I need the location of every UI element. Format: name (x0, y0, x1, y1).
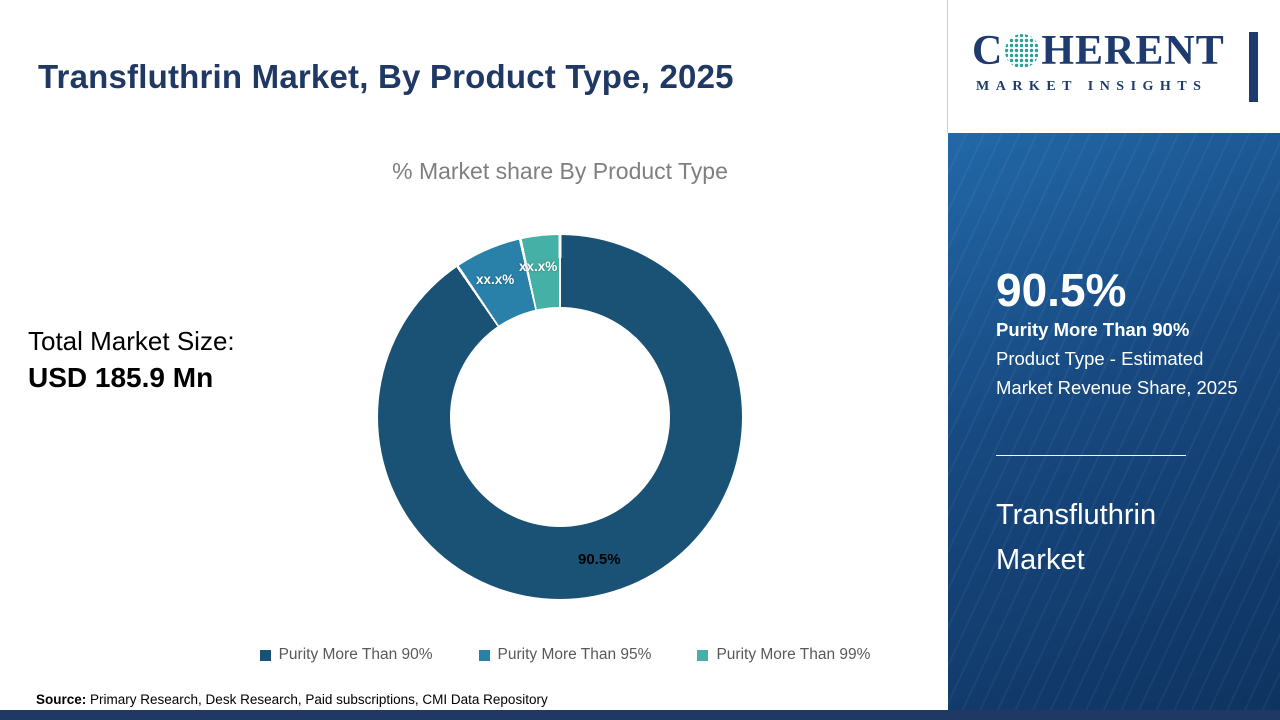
sidebar-market-name: Transfluthrin Market (996, 499, 1157, 576)
legend-label-purity-90: Purity More Than 90% (278, 646, 433, 663)
sidebar-panel: 90.5% Purity More Than 90% Product Type … (948, 133, 1280, 710)
sidebar-stat-desc: Purity More Than 90% Product Type - Esti… (996, 315, 1248, 402)
chart-legend: Purity More Than 90% Purity More Than 95… (0, 646, 1130, 664)
legend-label-purity-95: Purity More Than 95% (497, 646, 652, 663)
cmi-logo: C HERENT MARKET INSIGHTS (972, 30, 1244, 95)
legend-swatch-purity-90 (259, 649, 271, 661)
logo-wordmark-prefix: C (972, 28, 1004, 74)
legend-item-purity-90: Purity More Than 90% (259, 646, 433, 664)
total-market-value: USD 185.9 Mn (28, 362, 214, 393)
total-market-label: Total Market Size: (28, 326, 235, 356)
legend-swatch-purity-95 (478, 649, 490, 661)
logo-wordmark: C HERENT (972, 30, 1244, 72)
header-divider (947, 0, 948, 133)
sidebar-stat-desc-bold: Purity More Than 90% (996, 319, 1190, 340)
logo-tagline: MARKET INSIGHTS (976, 79, 1208, 94)
slice-label-purity-90: 90.5% (578, 551, 621, 568)
logo-wordmark-suffix: HERENT (1041, 28, 1225, 74)
donut-chart: 90.5% xx.x% xx.x% (378, 235, 742, 599)
sidebar-stat-value: 90.5% (996, 264, 1127, 316)
sidebar-stat-desc-rest: Product Type - Estimated Market Revenue … (996, 348, 1238, 398)
chart-subtitle: % Market share By Product Type (392, 158, 728, 184)
logo-accent-bar (1249, 32, 1258, 102)
page-title: Transfluthrin Market, By Product Type, 2… (38, 58, 734, 96)
donut-hole (450, 307, 670, 527)
legend-label-purity-99: Purity More Than 99% (716, 646, 871, 663)
bottom-bar (0, 710, 1280, 720)
source-note: Source: Primary Research, Desk Research,… (36, 692, 548, 707)
slice-label-purity-95: xx.x% (476, 272, 515, 287)
sidebar-divider (996, 455, 1186, 456)
source-label: Source: (36, 692, 87, 707)
legend-item-purity-99: Purity More Than 99% (697, 646, 870, 664)
legend-item-purity-95: Purity More Than 95% (478, 646, 652, 664)
legend-swatch-purity-99 (697, 649, 709, 661)
source-text: Primary Research, Desk Research, Paid su… (90, 692, 548, 707)
slice-label-purity-99: xx.x% (519, 259, 558, 274)
dotted-globe-icon (1005, 34, 1040, 68)
